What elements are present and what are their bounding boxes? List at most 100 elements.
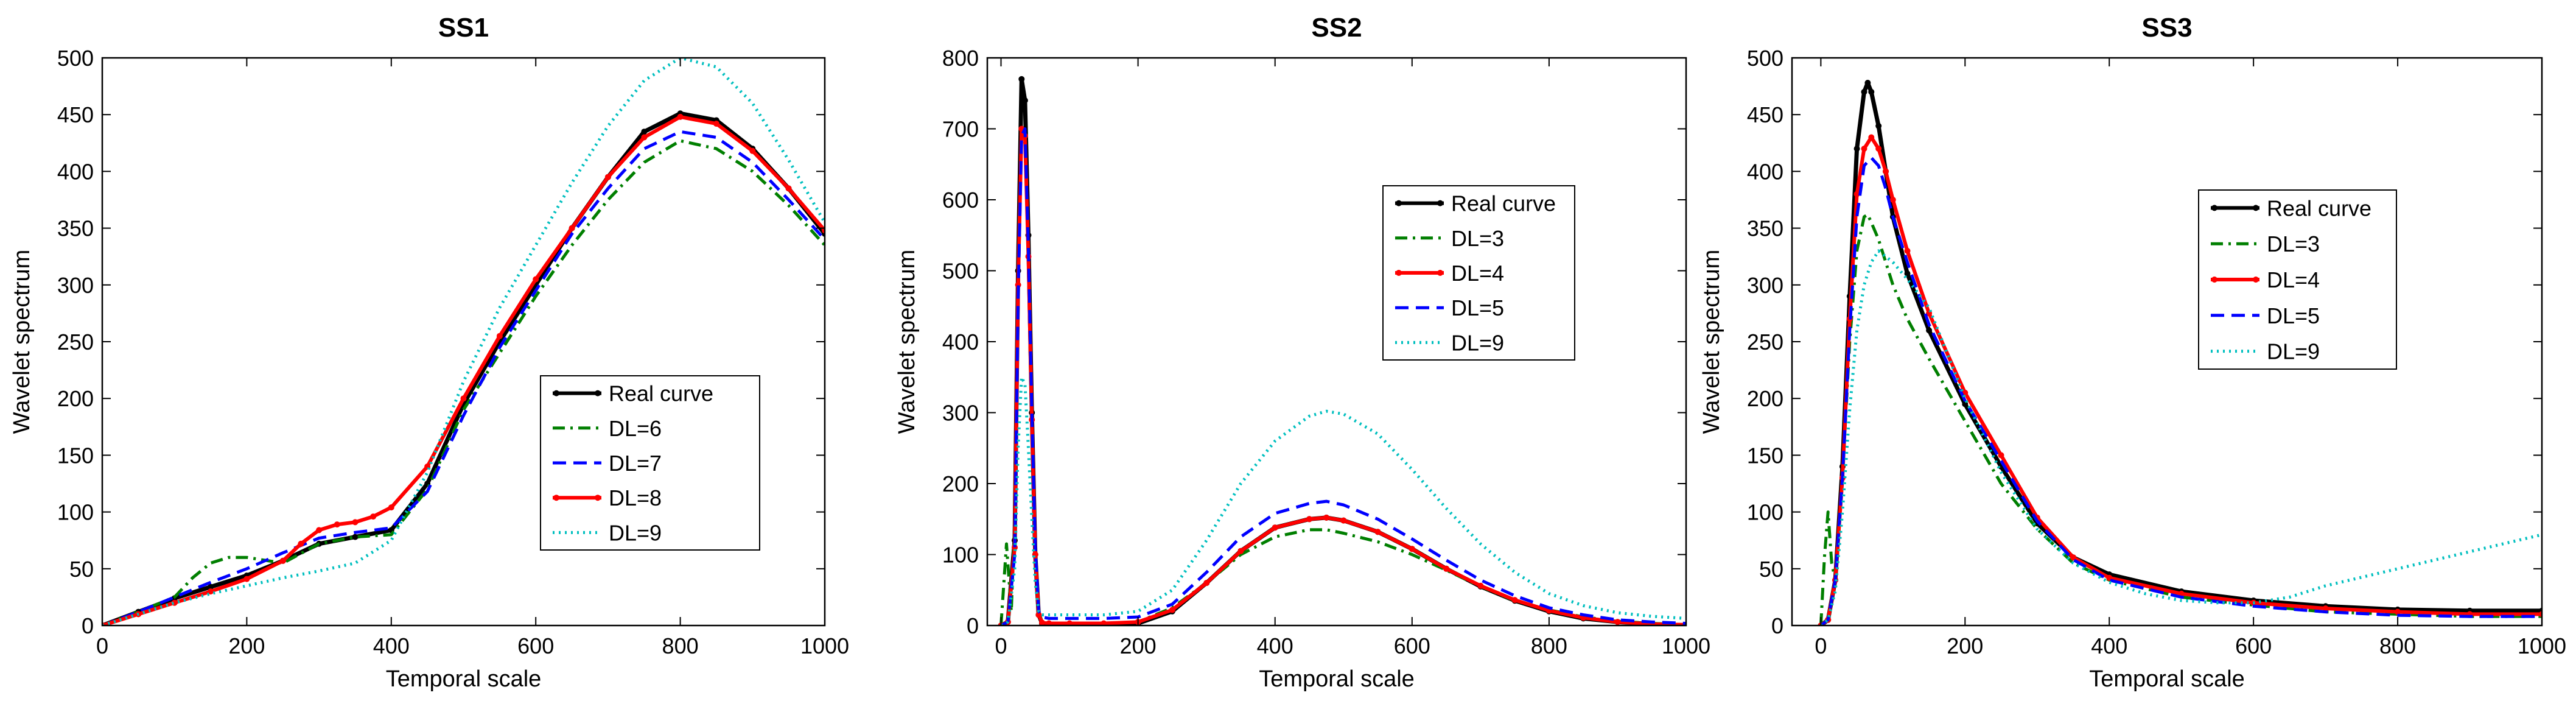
data-point — [1323, 514, 1330, 521]
data-point — [1272, 524, 1278, 531]
x-tick-label: 1000 — [2518, 633, 2566, 658]
legend-marker — [595, 495, 601, 501]
y-tick-label: 300 — [1747, 273, 1783, 298]
data-point — [1864, 80, 1871, 86]
plot-area — [998, 76, 1686, 626]
chart-title: SS3 — [2141, 13, 2192, 43]
legend-marker — [1437, 200, 1443, 206]
y-tick-label: 500 — [1747, 46, 1783, 71]
data-point — [208, 588, 214, 595]
x-tick-label: 400 — [2091, 633, 2127, 658]
legend: Real curve DL=6 DL=7 DL=8 DL=9 — [540, 375, 760, 551]
data-point — [1998, 452, 2004, 459]
data-point — [604, 174, 611, 180]
x-tick-label: 200 — [1120, 633, 1157, 658]
data-point — [2322, 605, 2329, 612]
data-point — [388, 504, 394, 511]
y-tick-label: 600 — [942, 188, 979, 213]
data-point — [2395, 608, 2401, 615]
data-point — [1306, 516, 1312, 523]
legend-label: DL=5 — [1451, 295, 1504, 320]
plot-area — [102, 58, 825, 626]
data-point — [1203, 580, 1210, 587]
series-line-dl-7 — [102, 130, 825, 626]
legend-marker — [2253, 277, 2259, 283]
data-point — [1066, 620, 1073, 626]
y-tick-label: 800 — [942, 46, 979, 71]
data-point — [785, 185, 792, 192]
data-point — [569, 225, 575, 231]
data-point — [316, 527, 323, 534]
data-point — [641, 129, 648, 135]
legend-marker — [1396, 200, 1402, 206]
y-tick-label: 500 — [942, 259, 979, 284]
y-tick-label: 300 — [942, 401, 979, 426]
data-point — [1889, 197, 1896, 203]
data-point — [1039, 619, 1045, 626]
legend-marker — [1396, 270, 1402, 276]
y-tick-label: 250 — [1747, 330, 1783, 354]
y-tick-label: 50 — [1759, 557, 1783, 582]
data-point — [496, 333, 503, 339]
legend-marker — [553, 390, 559, 397]
y-tick-label: 150 — [57, 443, 94, 468]
x-tick-label: 800 — [1531, 633, 1567, 658]
legend-label: DL=4 — [2267, 267, 2320, 292]
y-tick-label: 400 — [1747, 159, 1783, 184]
data-point — [641, 134, 648, 141]
x-tick-label: 0 — [1815, 633, 1827, 658]
data-point — [1904, 247, 1911, 254]
y-tick-label: 350 — [1747, 216, 1783, 241]
legend-label: DL=9 — [1451, 330, 1504, 355]
chart-title: SS1 — [438, 13, 489, 43]
x-tick-label: 0 — [96, 633, 108, 658]
data-point — [1861, 146, 1867, 152]
x-axis-label: Temporal scale — [2089, 666, 2245, 692]
y-tick-label: 100 — [1747, 500, 1783, 525]
chart-panel-ss3: SS3 Temporal scale Wavelet spectrum 0 200… — [1699, 13, 2566, 692]
data-point — [1868, 88, 1875, 95]
legend-marker — [1437, 270, 1443, 276]
legend-label: Real curve — [609, 381, 713, 406]
x-tick-label: 1000 — [1662, 633, 1710, 658]
y-tick-label: 450 — [1747, 102, 1783, 127]
x-tick-label: 200 — [1947, 633, 1983, 658]
data-point — [1443, 565, 1450, 572]
x-axis-label: Temporal scale — [386, 666, 542, 692]
y-tick-label: 450 — [57, 102, 94, 127]
legend-label: DL=3 — [1451, 226, 1504, 251]
data-point — [1374, 529, 1381, 535]
data-point — [2070, 554, 2076, 561]
data-point — [1853, 191, 1860, 197]
data-point — [1477, 582, 1484, 589]
data-point — [352, 519, 359, 526]
x-axis-label: Temporal scale — [1259, 666, 1415, 692]
data-point — [1340, 517, 1347, 524]
data-point — [1035, 612, 1042, 618]
data-point — [1237, 548, 1244, 554]
data-point — [677, 113, 684, 120]
data-point — [1853, 146, 1860, 152]
data-point — [1169, 607, 1175, 613]
data-point — [1875, 122, 1882, 129]
chart-panel-ss1: SS1 Temporal scale Wavelet spectrum 0 200… — [9, 13, 849, 692]
y-tick-label: 0 — [1771, 613, 1783, 638]
x-tick-label: 200 — [228, 633, 265, 658]
x-tick-label: 600 — [2235, 633, 2272, 658]
data-point — [1883, 168, 1889, 175]
series-line-dl-9 — [1000, 375, 1686, 626]
y-axis-label: Wavelet spectrum — [9, 250, 35, 434]
data-point — [298, 540, 304, 547]
y-tick-label: 0 — [82, 613, 94, 638]
chart-panel-ss2: SS2 Temporal scale Wavelet spectrum 0 200… — [894, 13, 1710, 692]
x-tick-label: 600 — [1394, 633, 1430, 658]
y-tick-label: 200 — [942, 471, 979, 496]
legend-label: DL=4 — [1451, 261, 1504, 286]
data-point — [243, 576, 250, 582]
x-tick-label: 400 — [373, 633, 410, 658]
data-point — [1511, 597, 1518, 604]
y-axis-label: Wavelet spectrum — [1699, 250, 1724, 434]
legend-marker — [595, 390, 601, 397]
legend-label: DL=5 — [2267, 303, 2320, 328]
